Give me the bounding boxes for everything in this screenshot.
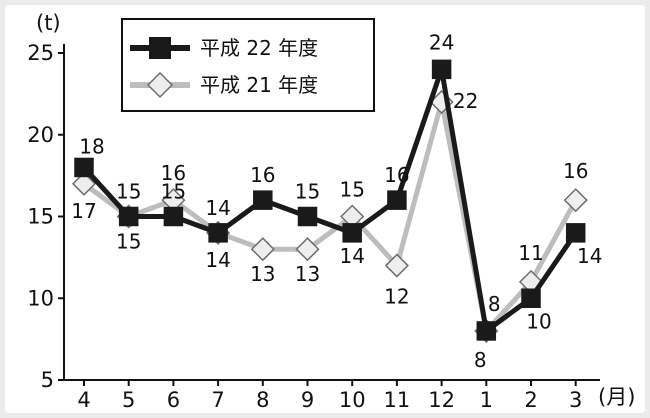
data-label-2010: 14	[205, 248, 230, 272]
data-point-2010	[250, 237, 275, 262]
data-point-2011	[208, 223, 228, 243]
data-label-2011: 14	[577, 244, 602, 268]
data-label-2011: 14	[339, 244, 364, 268]
data-label-2010: 11	[518, 241, 543, 265]
x-ticks: 4 5 6 7 8 9 10 11 12 1 2 3	[77, 380, 582, 412]
data-point-2011	[431, 59, 452, 80]
data-label-2010: 13	[250, 262, 275, 286]
axes: (t) (月)	[36, 11, 635, 409]
legend-label-2011: 平成 22 年度	[200, 36, 318, 60]
data-label-2010: 22	[453, 89, 478, 113]
legend-diamond-marker	[146, 71, 174, 99]
data-label-2011: 15	[295, 180, 320, 204]
y-tick-label: 25	[27, 41, 54, 65]
y-axis-label: (t)	[36, 11, 61, 35]
data-label-2010: 8	[474, 348, 487, 372]
x-tick-label: 9	[301, 388, 314, 412]
data-label-2011: 24	[429, 30, 454, 54]
data-label-2010: 16	[161, 161, 186, 185]
data-label-2011: 15	[161, 180, 186, 204]
data-point-2010	[295, 237, 320, 262]
legend-square-marker	[149, 37, 171, 59]
data-label-2011: 16	[384, 163, 409, 187]
y-tick-label: 20	[27, 123, 54, 147]
data-label-2011: 15	[116, 180, 141, 204]
legend: 平成 22 年度 平成 21 年度	[121, 18, 375, 112]
x-tick-label: 11	[384, 388, 411, 412]
x-tick-label: 10	[339, 388, 366, 412]
data-label-2011: 16	[250, 163, 275, 187]
data-label-2011: 14	[205, 196, 230, 220]
legend-box	[121, 18, 375, 112]
data-point-2011	[342, 223, 362, 243]
x-tick-label: 7	[211, 388, 224, 412]
legend-label-2010: 平成 21 年度	[200, 73, 318, 97]
x-tick-label: 3	[569, 388, 582, 412]
data-label-2010: 16	[563, 159, 588, 183]
y-ticks: 5 10 15 20 25	[27, 41, 64, 392]
data-point-2011	[74, 157, 94, 178]
data-label-2010: 17	[71, 199, 96, 223]
x-tick-label: 12	[428, 388, 455, 412]
y-tick-label: 15	[27, 205, 54, 229]
x-axis-label: (月)	[598, 385, 635, 409]
series-2011	[74, 59, 586, 341]
data-point-2010	[563, 188, 588, 213]
data-point-2011	[387, 190, 407, 210]
data-label-2011: 8	[488, 292, 501, 316]
data-point-2011	[163, 206, 184, 227]
x-tick-label: 4	[77, 388, 90, 412]
x-tick-label: 1	[480, 388, 493, 412]
data-label-2011: 10	[526, 309, 551, 333]
data-point-2010	[71, 171, 97, 196]
x-tick-label: 5	[122, 388, 135, 412]
data-point-2010	[384, 253, 409, 278]
data-point-2011	[476, 321, 497, 341]
data-point-2011	[253, 190, 273, 210]
data-label-2011: 18	[79, 134, 104, 158]
y-tick-label: 5	[41, 368, 54, 392]
data-label-2010: 15	[339, 178, 364, 202]
data-point-2011	[118, 206, 139, 227]
x-tick-label: 2	[524, 388, 537, 412]
data-point-2011	[521, 288, 541, 308]
x-tick-label: 6	[167, 388, 180, 412]
data-label-2010: 12	[384, 285, 409, 309]
x-tick-label: 8	[256, 388, 269, 412]
data-label-2010: 15	[116, 230, 141, 254]
y-tick-label: 10	[27, 286, 54, 310]
data-point-2011	[565, 223, 586, 243]
data-point-2011	[297, 206, 318, 227]
data-label-2010: 13	[295, 262, 320, 286]
